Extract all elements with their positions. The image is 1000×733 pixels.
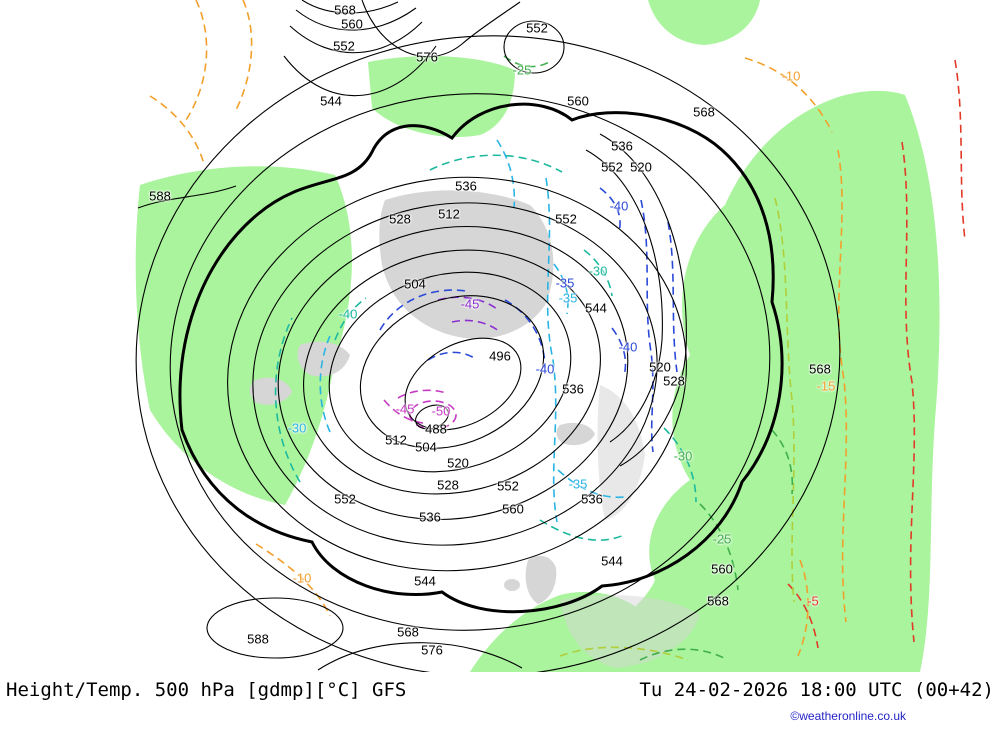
- land-masses: [249, 190, 700, 668]
- map-canvas: 568 560 552 576 544 552 -25 560 568 -10 536 552 520 5…: [135, 0, 966, 672]
- caption-bar: Height/Temp. 500 hPa [gdmp][°C] GFS Tu 2…: [0, 672, 1000, 706]
- caption-datetime: Tu 24-02-2026 18:00 UTC (00+42): [639, 679, 994, 701]
- green-shading: [135, 0, 940, 672]
- isotherm-orange: [149, 0, 848, 657]
- map-graphic: [135, 0, 966, 672]
- isotherm-yellowgreen: [559, 197, 795, 661]
- isotherm-blue: [379, 187, 678, 453]
- height-contour-552-bold: [178, 102, 784, 614]
- caption-title: Height/Temp. 500 hPa [gdmp][°C] GFS: [6, 679, 407, 701]
- copyright-link[interactable]: ©weatheronline.co.uk: [790, 709, 906, 723]
- isotherm-cyan: [319, 139, 625, 523]
- isotherm-teal: [274, 154, 697, 541]
- height-contours: [135, 0, 841, 672]
